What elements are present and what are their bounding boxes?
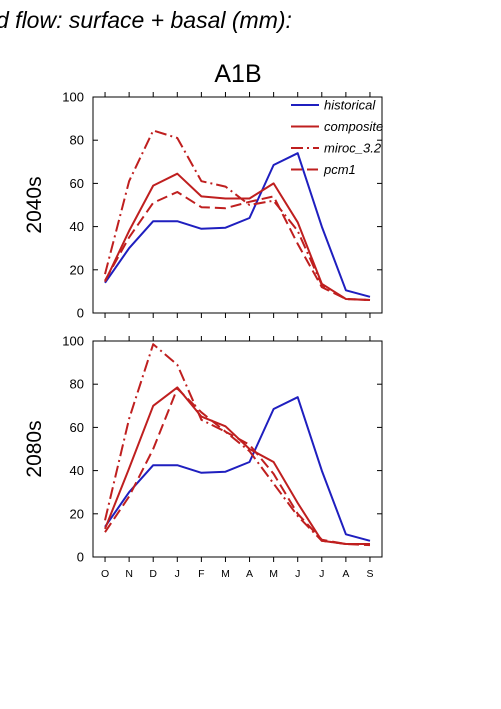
x-tick-label: J — [175, 568, 180, 580]
panel-label: 2080s — [23, 420, 46, 477]
x-tick-label: A — [342, 568, 349, 580]
figure-title: d flow: surface + basal (mm): — [0, 7, 292, 33]
x-tick-label: M — [221, 568, 230, 580]
y-tick-label: 100 — [62, 334, 84, 349]
series-line-composite — [104, 386, 370, 545]
x-tick-label: J — [319, 568, 324, 580]
x-tick-label: F — [198, 568, 204, 580]
y-tick-label: 80 — [70, 377, 84, 392]
chart-panels: 0 20 40 60 80 100 2040s historical composite miro… — [23, 90, 383, 581]
series-line-pcm1 — [104, 191, 371, 301]
panel-label: 2040s — [23, 176, 46, 233]
series-line-pcm1 — [104, 387, 371, 547]
x-tick-label: A — [246, 568, 253, 580]
y-tick-label: 0 — [77, 306, 84, 321]
y-tick-label: 80 — [70, 133, 84, 148]
legend-label: composite — [324, 119, 383, 134]
x-tick-label: J — [295, 568, 300, 580]
x-tick-label: S — [366, 568, 373, 580]
y-tick-label: 100 — [62, 90, 84, 105]
legend-label: pcm1 — [323, 162, 356, 177]
series-line-historical — [104, 152, 371, 298]
series-line-miroc-3-2 — [104, 129, 371, 301]
x-tick-label: M — [269, 568, 278, 580]
series-line-miroc-3-2 — [104, 343, 370, 545]
chart-legend: historical composite miroc_3.2 pcm1 — [291, 98, 383, 177]
x-tick-label: D — [149, 568, 157, 580]
y-tick-label: 60 — [70, 176, 84, 191]
legend-label: miroc_3.2 — [324, 141, 382, 156]
legend-label: historical — [324, 98, 376, 113]
y-tick-label: 60 — [70, 420, 84, 435]
y-tick-label: 0 — [77, 550, 84, 565]
series-line-historical — [104, 396, 371, 542]
y-tick-label: 40 — [70, 463, 84, 478]
chart-panel-2080s: 0 20 40 60 80 100 O N D J F M A M J J A S 2080s — [23, 334, 383, 580]
y-tick-label: 40 — [70, 219, 84, 234]
series-line-composite — [104, 172, 371, 301]
y-tick-label: 20 — [70, 262, 84, 277]
plot-frame — [92, 96, 383, 314]
scenario-title: A1B — [214, 60, 261, 88]
plot-frame — [92, 340, 383, 558]
y-tick-label: 20 — [70, 506, 84, 521]
x-tick-label: N — [125, 568, 133, 580]
chart-panel-2040s: 0 20 40 60 80 100 2040s historical composite miro… — [23, 90, 383, 321]
x-tick-label: O — [101, 568, 109, 580]
